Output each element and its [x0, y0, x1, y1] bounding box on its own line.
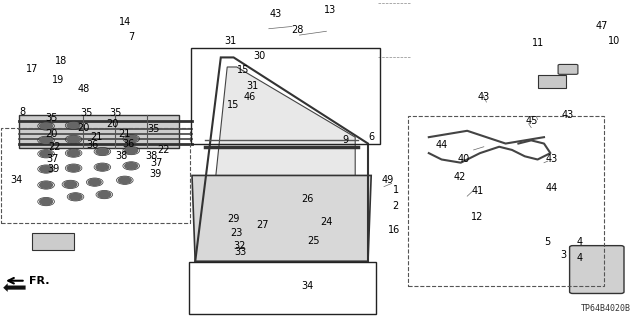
FancyBboxPatch shape [570, 246, 624, 293]
Text: 30: 30 [253, 51, 266, 61]
Text: 4: 4 [576, 253, 582, 263]
Text: 35: 35 [147, 124, 160, 134]
Text: 22: 22 [48, 142, 61, 152]
Text: 23: 23 [230, 228, 243, 238]
Text: 35: 35 [45, 113, 58, 123]
Text: 13: 13 [323, 4, 336, 15]
Text: 27: 27 [256, 220, 269, 230]
Text: 41: 41 [471, 186, 484, 197]
Text: 2: 2 [392, 201, 399, 211]
Circle shape [67, 136, 80, 143]
Polygon shape [192, 175, 371, 262]
Polygon shape [208, 67, 355, 250]
Polygon shape [19, 115, 179, 148]
Text: 16: 16 [387, 225, 400, 235]
Text: 17: 17 [26, 63, 38, 74]
Text: 20: 20 [45, 129, 58, 139]
Circle shape [125, 147, 138, 154]
Text: 44: 44 [435, 140, 448, 150]
Text: 21: 21 [118, 129, 131, 139]
Text: 49: 49 [381, 175, 394, 185]
Circle shape [40, 151, 52, 157]
Text: 44: 44 [545, 183, 558, 193]
Text: 12: 12 [470, 212, 483, 222]
Text: 28: 28 [291, 25, 304, 35]
FancyBboxPatch shape [32, 233, 74, 250]
Circle shape [96, 148, 109, 155]
Text: 36: 36 [122, 138, 134, 149]
Text: 46: 46 [243, 92, 256, 102]
Text: 38: 38 [115, 151, 128, 161]
Text: 32: 32 [234, 241, 246, 251]
Circle shape [125, 163, 138, 169]
Text: 11: 11 [531, 38, 544, 48]
Text: 8: 8 [19, 107, 26, 117]
Circle shape [98, 191, 111, 198]
Text: 35: 35 [109, 108, 122, 118]
Circle shape [67, 150, 80, 156]
Text: 31: 31 [224, 36, 237, 47]
Circle shape [69, 194, 82, 200]
Text: 15: 15 [237, 65, 250, 75]
Text: 31: 31 [246, 81, 259, 91]
Text: 5: 5 [544, 237, 550, 248]
Text: 20: 20 [106, 119, 118, 130]
Text: 48: 48 [77, 84, 90, 94]
Text: 7: 7 [128, 32, 134, 42]
Text: 39: 39 [149, 169, 162, 179]
Text: 15: 15 [227, 100, 240, 110]
Text: 40: 40 [458, 154, 470, 165]
Circle shape [67, 165, 80, 171]
Text: 43: 43 [269, 9, 282, 19]
Circle shape [96, 164, 109, 170]
Text: TP64B4020B: TP64B4020B [580, 304, 630, 313]
Polygon shape [3, 283, 26, 292]
Text: 34: 34 [301, 280, 314, 291]
Circle shape [40, 137, 52, 144]
Text: 25: 25 [307, 236, 320, 246]
Circle shape [40, 123, 52, 129]
Text: 18: 18 [54, 56, 67, 66]
Text: 36: 36 [86, 140, 99, 150]
Text: 24: 24 [320, 217, 333, 227]
Text: 39: 39 [47, 164, 60, 174]
Circle shape [40, 166, 52, 172]
Text: 19: 19 [51, 75, 64, 85]
Text: 10: 10 [608, 36, 621, 47]
FancyBboxPatch shape [558, 64, 578, 74]
Text: 22: 22 [157, 145, 170, 155]
Text: 38: 38 [145, 151, 158, 161]
Circle shape [64, 181, 77, 188]
Text: 35: 35 [80, 108, 93, 118]
Text: 37: 37 [150, 158, 163, 168]
Text: 1: 1 [392, 185, 399, 195]
Text: 3: 3 [560, 250, 566, 260]
Circle shape [125, 136, 138, 142]
Text: 33: 33 [234, 247, 246, 257]
Text: 21: 21 [90, 132, 102, 142]
Text: 43: 43 [561, 110, 574, 120]
Text: 6: 6 [368, 132, 374, 142]
Text: 20: 20 [77, 122, 90, 133]
Text: 43: 43 [545, 154, 558, 165]
Circle shape [67, 122, 80, 129]
Text: 9: 9 [342, 135, 349, 145]
Text: 4: 4 [576, 237, 582, 248]
Text: 34: 34 [10, 175, 22, 185]
FancyBboxPatch shape [538, 75, 566, 88]
Circle shape [118, 177, 131, 183]
Text: 29: 29 [227, 213, 240, 224]
Text: 45: 45 [525, 116, 538, 126]
Text: 43: 43 [477, 92, 490, 102]
Text: FR.: FR. [29, 276, 49, 286]
Text: 37: 37 [46, 153, 59, 164]
Circle shape [40, 198, 52, 205]
Text: 14: 14 [118, 17, 131, 27]
Text: 42: 42 [453, 172, 466, 182]
Text: 47: 47 [595, 20, 608, 31]
Circle shape [88, 179, 101, 185]
Text: 26: 26 [301, 194, 314, 204]
Circle shape [40, 182, 52, 188]
